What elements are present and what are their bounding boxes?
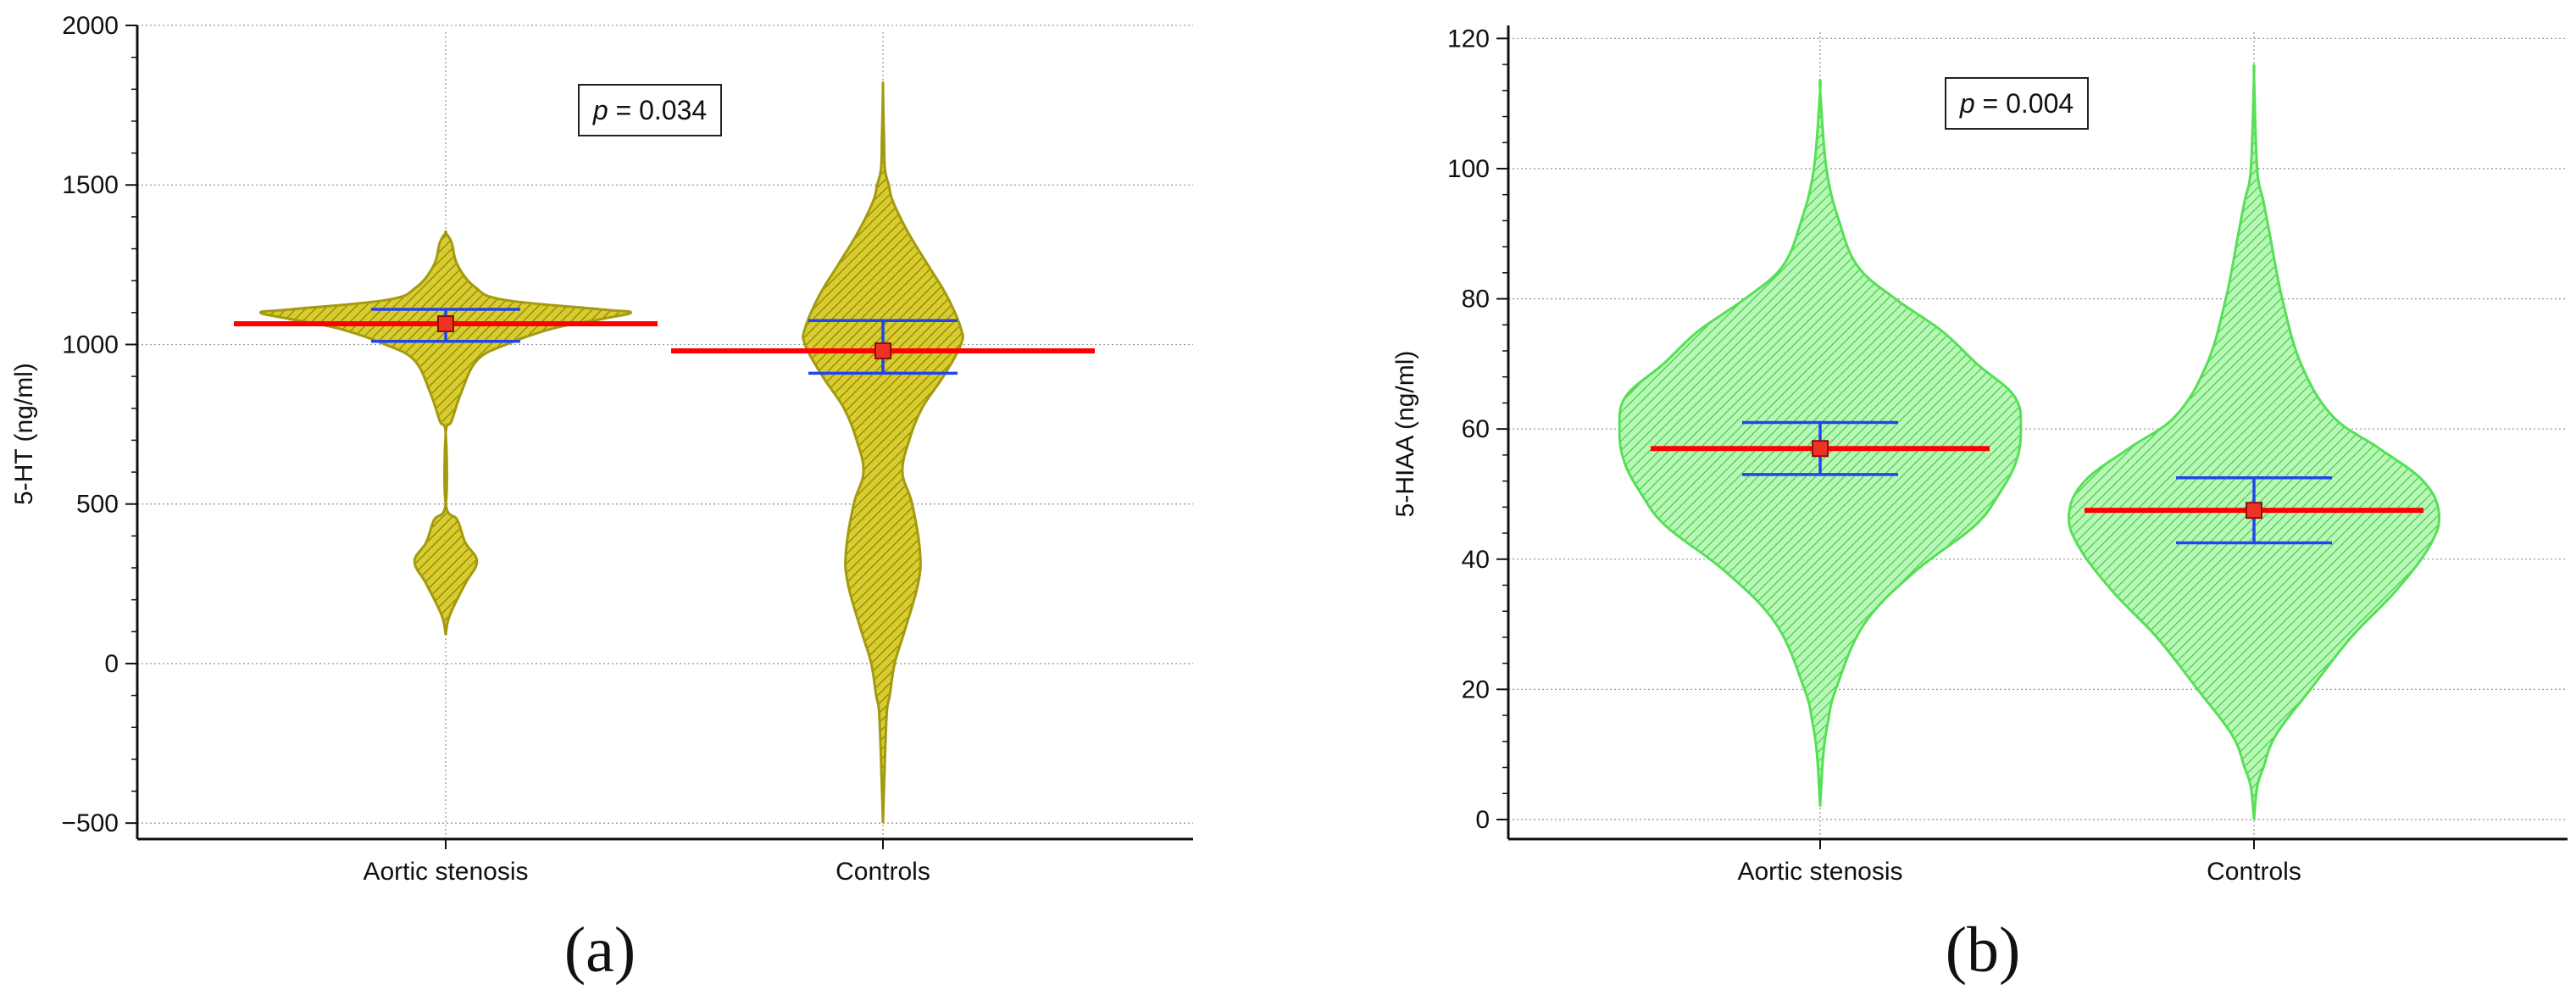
y-tick-label: 2000 (62, 12, 119, 40)
p-value-box-a: p = 0.034 (578, 84, 722, 136)
y-tick-label: 40 (1462, 546, 1490, 574)
panel-label-b: (b) (1946, 914, 2021, 986)
x-tick-label: Aortic stenosis (363, 858, 528, 886)
x-tick-label: Controls (2207, 858, 2301, 886)
x-tick-label: Aortic stenosis (1737, 858, 1902, 886)
violin-controls (2067, 64, 2441, 820)
y-axis-title-a: 5-HT (ng/ml) (10, 363, 38, 505)
violin-controls (802, 81, 964, 824)
axes-a: −500 0 500 1000 1500 2000 Aortic stenosis Contr… (61, 12, 1193, 886)
y-tick-label: 60 (1462, 415, 1490, 443)
grid-a (137, 25, 1193, 839)
mean-marker (437, 315, 454, 332)
y-tick-label: 20 (1462, 675, 1490, 703)
p-value-box-b: p = 0.004 (1945, 77, 2089, 130)
p-value-label-a: p = 0.034 (592, 95, 707, 125)
y-tick-label: 0 (104, 650, 119, 678)
y-tick-label: 1500 (62, 171, 119, 199)
y-tick-label: 100 (1447, 155, 1490, 183)
x-tick-label: Controls (836, 858, 930, 886)
mean-marker (874, 342, 891, 359)
p-value-box-frame-b (1945, 77, 2089, 130)
violins-a (234, 81, 1095, 824)
axes-b: 0 20 40 60 80 100 120 Aortic stenosis Controls (1447, 25, 2568, 886)
mean-marker (1812, 440, 1829, 458)
y-axis-title-b: 5-HIAA (ng/ml) (1391, 351, 1419, 518)
y-tick-label: 1000 (62, 331, 119, 359)
p-value-box-frame-a (578, 84, 722, 136)
y-tick-label: 120 (1447, 25, 1490, 53)
y-tick-label: 500 (76, 491, 119, 519)
y-tick-label: 0 (1475, 806, 1490, 834)
panel-label-a: (a) (564, 914, 636, 986)
panel-b: 0 20 40 60 80 100 120 Aortic stenosis Controls 5… (1391, 25, 2568, 986)
y-tick-label: −500 (61, 809, 119, 837)
mean-marker (2246, 502, 2262, 520)
y-tick-label: 80 (1462, 286, 1490, 314)
violins-b (1618, 64, 2441, 820)
panel-a: −500 0 500 1000 1500 2000 Aortic stenosis Contr… (10, 12, 1193, 986)
violin-aortic-stenosis (258, 230, 633, 636)
p-value-label-b: p = 0.004 (1959, 88, 2074, 119)
